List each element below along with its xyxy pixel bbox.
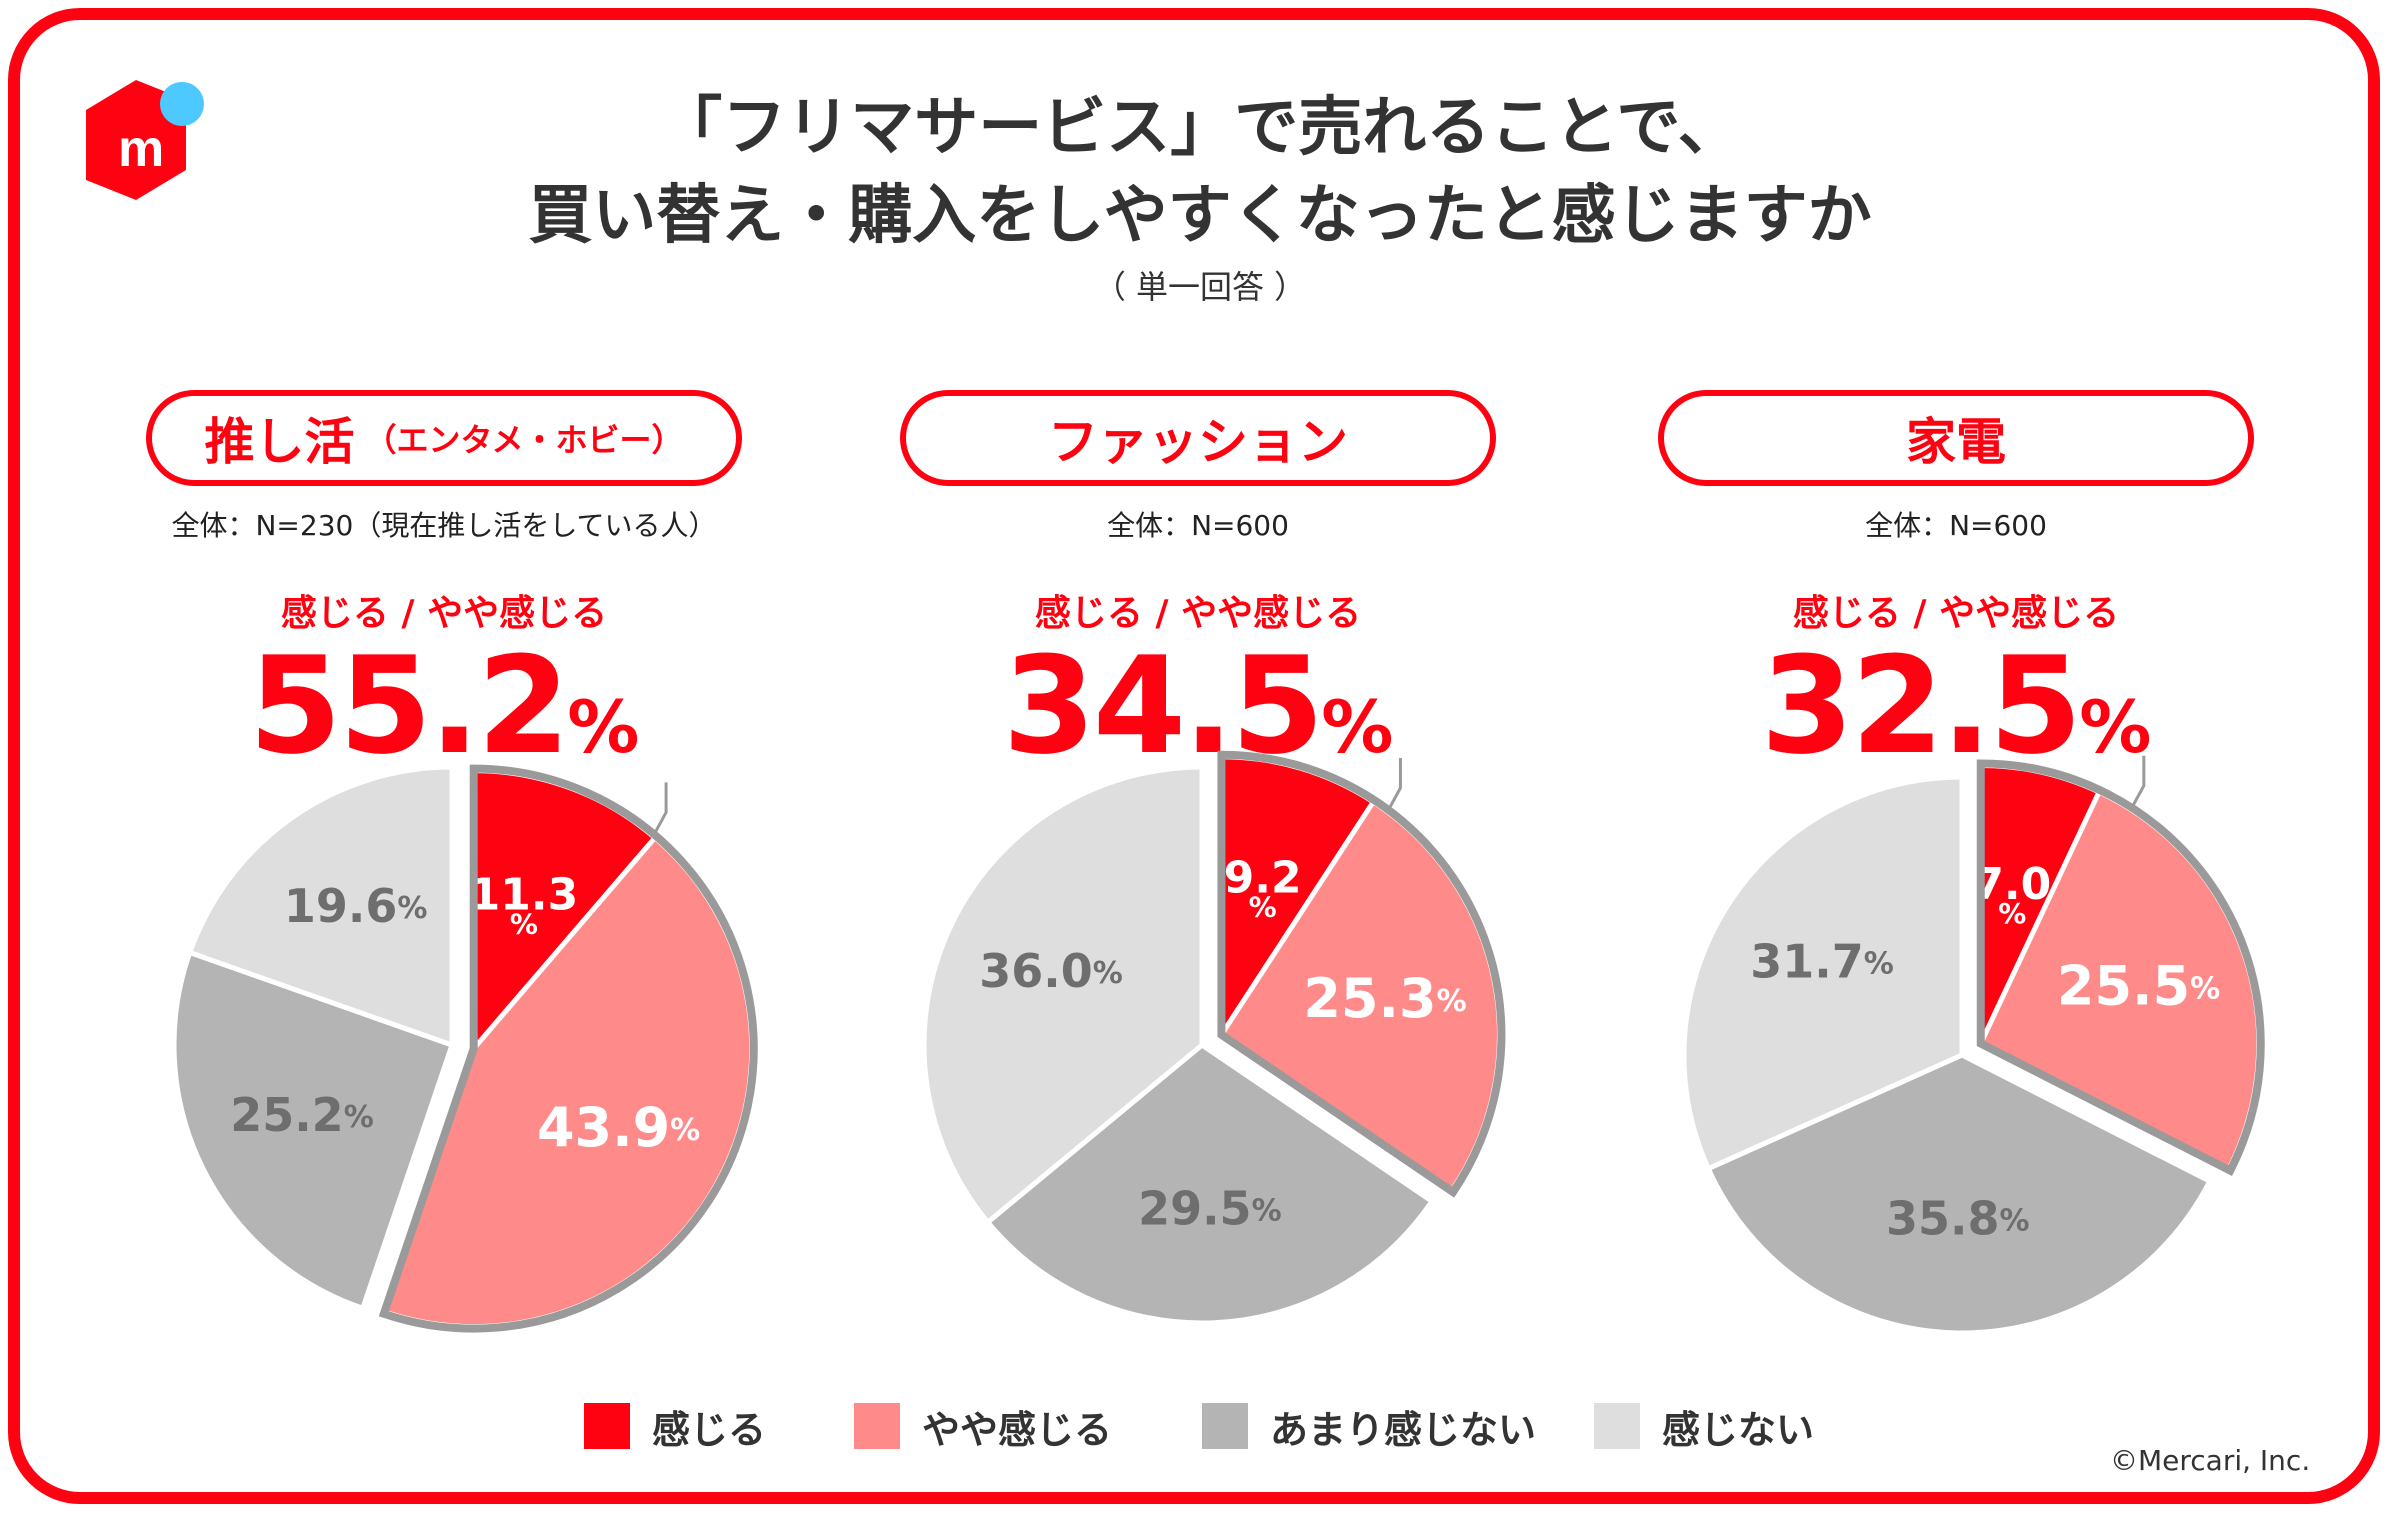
slice-label: 7.0% (1973, 859, 2051, 930)
legend-swatch (1594, 1403, 1640, 1449)
highlight-outline (378, 764, 758, 1333)
pie-slice (1704, 1052, 2214, 1336)
slice-unit: % (510, 908, 538, 941)
highlight-label: 感じる / やや感じる (1792, 593, 2120, 634)
pie-slice (1681, 774, 1965, 1172)
legend-label: 感じる (652, 1407, 767, 1452)
slice-label: 19.6% (284, 878, 428, 932)
category-name: 家電 (1906, 413, 2006, 471)
legend-swatch (1202, 1403, 1248, 1449)
slice-label: 9.2% (1224, 853, 1302, 924)
legend-item: 感じる (584, 1400, 766, 1452)
slice-unit: % (1252, 1193, 1282, 1228)
slice-label: 25.3% (1303, 967, 1466, 1030)
sample-base: 全体：N=600 (1865, 509, 2047, 542)
slice-value: 7.0 (1973, 859, 2051, 910)
legend-swatch (854, 1403, 900, 1449)
slice-unit: % (670, 1113, 700, 1148)
percent-sign: % (567, 685, 640, 769)
category-pill-appliances: 家電 (1658, 390, 2254, 486)
legend-swatch (584, 1403, 630, 1449)
slice-value: 35.8 (1886, 1191, 2000, 1245)
slice-value: 29.5 (1138, 1181, 1252, 1235)
pie-slice (921, 764, 1205, 1226)
title-line-1: 「フリマサービス」で売れることで、 (658, 91, 1742, 165)
slice-value: 25.3 (1303, 967, 1436, 1030)
highlight-value: 32.5 (1760, 628, 2083, 784)
legend-item: 感じない (1594, 1400, 1814, 1452)
category-pill-fashion: ファッション (900, 390, 1496, 486)
slice-unit: % (1864, 946, 1894, 981)
category-subtitle: （エンタメ・ホビー） (364, 421, 684, 459)
pie-slice (186, 764, 455, 1049)
slice-value: 25.5 (2057, 954, 2190, 1017)
svg-text:m: m (118, 120, 164, 178)
pie-chart: 11.3 %43.9%25.2%19.6% (171, 764, 758, 1333)
leader-line (652, 782, 668, 836)
highlight-total: 32.5% (1658, 628, 2254, 784)
slice-value: 19.6 (284, 878, 398, 932)
slice-value: 25.2 (230, 1087, 344, 1141)
percent-sign: % (1321, 685, 1394, 769)
slice-label: 36.0% (979, 943, 1123, 997)
slice-unit: % (1437, 983, 1467, 1018)
slice-label: 25.5% (2057, 954, 2220, 1017)
highlight-label: 感じる / やや感じる (280, 593, 608, 634)
slice-label: 29.5% (1138, 1181, 1282, 1235)
slice-value: 36.0 (979, 943, 1093, 997)
slice-label: 43.9% (537, 1096, 700, 1159)
leader-line (1387, 757, 1402, 811)
percent-sign: % (2079, 685, 2152, 769)
slice-label: 31.7% (1750, 934, 1894, 988)
highlight-label: 感じる / やや感じる (1034, 593, 1362, 634)
legend-label: 感じない (1662, 1407, 1815, 1452)
slice-label: 35.8% (1886, 1191, 2030, 1245)
slice-value: 11.3 (470, 870, 579, 921)
slice-value: 9.2 (1224, 853, 1302, 904)
slice-unit: % (2190, 971, 2220, 1006)
slice-unit: % (1998, 897, 2026, 930)
legend-item: あまり感じない (1202, 1400, 1536, 1452)
answer-type-note: （ 単一回答 ） (1093, 268, 1307, 306)
legend-item: やや感じる (854, 1400, 1112, 1452)
pie-chart: 9.2 %25.3%29.5%36.0% (921, 750, 1506, 1326)
slice-unit: % (1249, 891, 1277, 924)
category-pill-oshikatsu: 推し活 （エンタメ・ホビー） (146, 390, 742, 486)
slice-value: 31.7 (1750, 934, 1864, 988)
red-frame (8, 8, 2380, 1504)
highlight-outline (1217, 750, 1506, 1198)
highlight-value: 55.2 (248, 628, 571, 784)
highlight-total: 55.2% (146, 628, 742, 784)
leader-line (2130, 755, 2146, 809)
slice-value: 43.9 (537, 1096, 670, 1159)
slice-unit: % (397, 890, 427, 925)
category-name: 推し活 (204, 413, 355, 471)
mercari-logo-icon: m (86, 80, 204, 200)
category-name: ファッション (1048, 413, 1348, 471)
slice-unit: % (2000, 1203, 2030, 1238)
legend-label: やや感じる (922, 1407, 1113, 1452)
pie-chart: 7.0 %25.5%35.8%31.7% (1681, 755, 2265, 1336)
slice-unit: % (1093, 955, 1123, 990)
pie-slice (171, 949, 456, 1312)
title-line-2: 買い替え・購入をしやすくなったと感じますか (528, 179, 1872, 253)
copyright: ©Mercari, Inc. (2110, 1444, 2311, 1477)
sample-base: 全体：N=230（現在推し活をしている人） (171, 509, 717, 542)
slice-unit: % (344, 1099, 374, 1134)
slice-label: 25.2% (230, 1087, 374, 1141)
pie-slice (984, 1041, 1436, 1326)
highlight-outline (1976, 759, 2265, 1177)
legend-label: あまり感じない (1270, 1407, 1537, 1452)
slice-label: 11.3% (470, 870, 579, 941)
sample-base: 全体：N=600 (1107, 509, 1289, 542)
